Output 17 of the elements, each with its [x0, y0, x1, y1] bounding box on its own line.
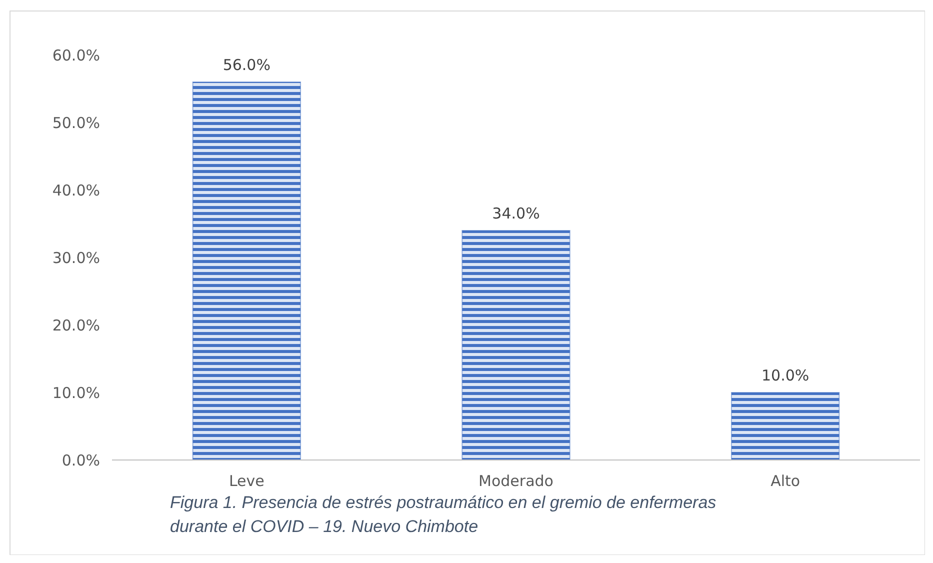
- data-label: 56.0%: [222, 56, 270, 74]
- data-label: 10.0%: [762, 366, 810, 384]
- x-tick-label: Moderado: [478, 472, 554, 490]
- x-tick-label: Leve: [228, 472, 264, 490]
- bar: [462, 230, 570, 460]
- y-tick-label: 30.0%: [52, 248, 100, 267]
- y-tick-label: 50.0%: [52, 114, 100, 132]
- x-tick-label: Alto: [770, 472, 800, 490]
- data-label: 34.0%: [492, 204, 540, 222]
- y-tick-label: 20.0%: [52, 316, 100, 334]
- bar: [192, 82, 302, 460]
- text: Figura 1. Presencia de estrés postraumático en el gremio de enfermeras durante el COVID – 19. Nuevo Chimbote: [170, 493, 717, 536]
- y-tick-label: 40.0%: [52, 181, 100, 200]
- y-tick-label: 10.0%: [52, 384, 100, 402]
- y-tick-label: 60.0%: [52, 46, 100, 64]
- bar: [730, 392, 840, 460]
- y-tick-label: 0.0%: [62, 451, 100, 470]
